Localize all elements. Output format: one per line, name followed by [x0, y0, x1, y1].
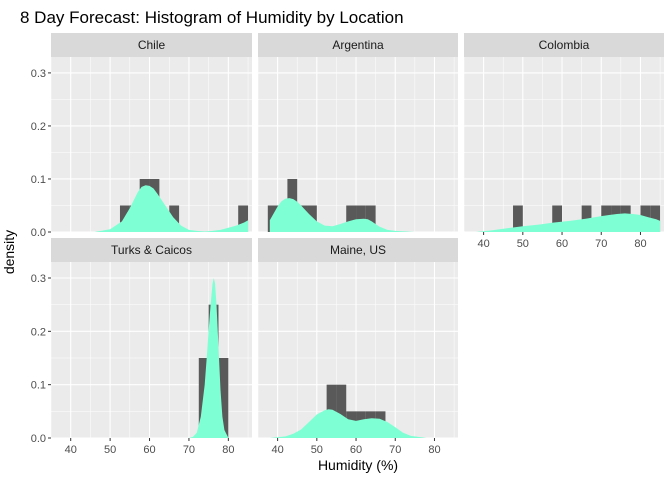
x-tick-label: 60	[556, 238, 568, 250]
x-tick-label: 80	[634, 238, 646, 250]
panel-strip-label: Turks & Caicos	[111, 243, 192, 257]
histogram-bar	[238, 205, 249, 232]
histogram-bar	[650, 205, 661, 232]
histogram-bar	[365, 205, 376, 232]
density-area	[66, 185, 249, 232]
panel: Argentina	[257, 33, 458, 233]
histogram-bar	[218, 358, 229, 438]
panel-strip	[258, 238, 458, 262]
panel: Colombia	[463, 33, 664, 233]
panel: Chile	[50, 33, 252, 233]
panel-background	[258, 262, 458, 438]
y-tick-label: 0.0	[31, 227, 46, 239]
density-area	[475, 213, 661, 232]
y-tick-label: 0.0	[31, 433, 46, 445]
panel-strip	[258, 33, 458, 57]
panel-strip	[51, 33, 252, 57]
panel-background	[464, 57, 664, 232]
y-tick-label: 0.3	[31, 273, 46, 285]
x-tick-label: 70	[389, 444, 401, 456]
panel: Turks & Caicos	[50, 238, 252, 439]
axes: 0.0 0.1 0.2 0.3 40 50 60 70 80 0.0 0.1 0.2 0.3 40 50 60…	[31, 68, 647, 456]
panel-strip-label: Maine, US	[330, 243, 386, 257]
y-tick-label: 0.1	[31, 380, 46, 392]
panel-strip	[51, 238, 252, 262]
panel-strip-label: Argentina	[332, 38, 384, 52]
density-area	[62, 278, 249, 438]
y-tick-label: 0.1	[31, 174, 46, 186]
histogram-bar	[336, 384, 347, 438]
x-tick-label: 40	[477, 238, 489, 250]
x-tick-label: 50	[517, 238, 529, 250]
histogram-bar	[356, 205, 366, 232]
y-axis-title: density	[1, 230, 17, 274]
y-tick-label: 0.2	[31, 121, 46, 133]
x-tick-label: 80	[428, 444, 440, 456]
x-tick-label: 40	[65, 444, 77, 456]
panel-strip	[464, 33, 664, 57]
panels: Chile Argentina Colombia Turks & Caicos Main…	[50, 33, 664, 439]
x-tick-label: 60	[143, 444, 155, 456]
x-tick-label: 50	[104, 444, 116, 456]
histogram-bar	[346, 205, 357, 232]
x-tick-label: 80	[222, 444, 234, 456]
density-area	[269, 198, 455, 232]
y-tick-label: 0.3	[31, 68, 46, 80]
density-area	[269, 409, 455, 438]
x-tick-label: 40	[271, 444, 283, 456]
y-tick-label: 0.2	[31, 326, 46, 338]
x-tick-label: 70	[183, 444, 195, 456]
panel: Maine, US	[257, 238, 458, 439]
x-tick-label: 70	[595, 238, 607, 250]
panel-strip-label: Chile	[138, 38, 166, 52]
panel-strip-label: Colombia	[539, 38, 590, 52]
chart-title: 8 Day Forecast: Histogram of Humidity by…	[20, 8, 404, 27]
x-axis-title: Humidity (%)	[318, 457, 398, 473]
x-tick-label: 50	[311, 444, 323, 456]
x-tick-label: 60	[350, 444, 362, 456]
histogram-bar	[552, 205, 563, 232]
histogram-bar	[513, 205, 523, 232]
